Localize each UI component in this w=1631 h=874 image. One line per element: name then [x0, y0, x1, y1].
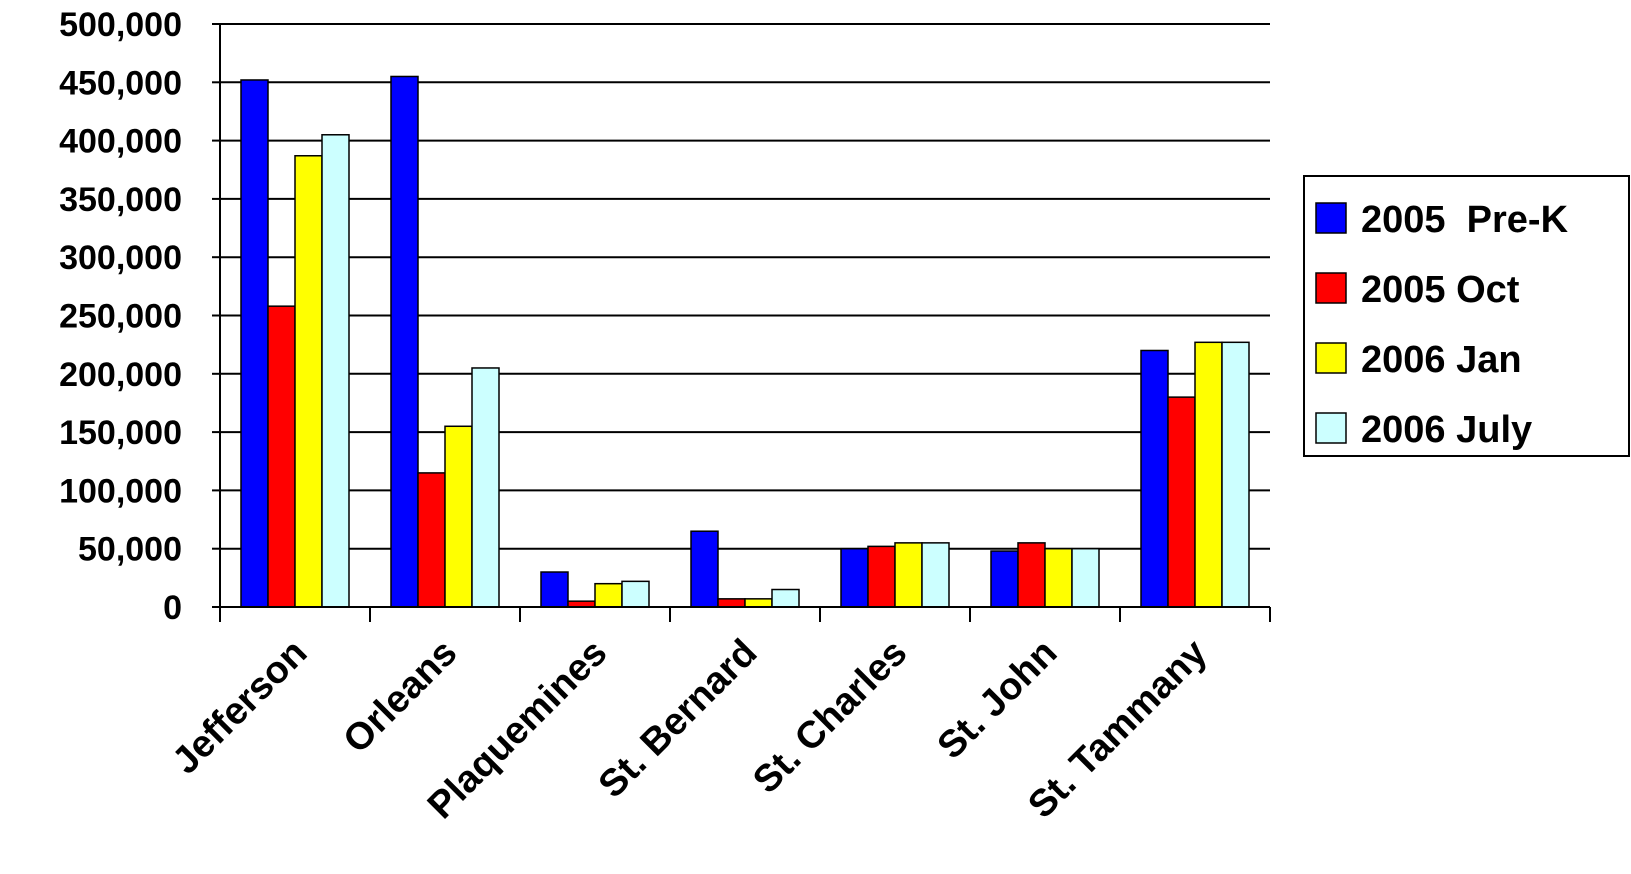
bar [1140, 349, 1169, 608]
legend-swatch [1315, 412, 1347, 444]
bar [621, 580, 650, 608]
bar [390, 75, 419, 608]
bar [240, 79, 269, 608]
bar [267, 305, 296, 608]
y-tick-label: 150,000 [59, 414, 182, 452]
bar [1194, 341, 1223, 608]
bar [1044, 547, 1073, 608]
bar [840, 547, 869, 608]
legend-label: 2006 Jan [1361, 339, 1522, 381]
y-tick-label: 200,000 [59, 356, 182, 394]
y-tick-label: 350,000 [59, 181, 182, 219]
bar [867, 545, 896, 608]
bar [1167, 396, 1196, 608]
y-tick-label: 500,000 [59, 6, 182, 44]
bar [921, 542, 950, 608]
bar [1221, 341, 1250, 608]
legend-label: 2006 July [1361, 409, 1532, 451]
y-tick-label: 50,000 [78, 531, 182, 569]
x-category-label: Jefferson [165, 632, 316, 783]
x-category-label: St. John [930, 632, 1066, 768]
bar [321, 134, 350, 608]
bar [990, 550, 1019, 608]
bar [294, 155, 323, 608]
axes [219, 24, 1271, 622]
y-axis-tick-labels: 0 50,000 100,000 150,000 200,000 250,000 300,0… [59, 6, 182, 627]
legend-label: 2005 Oct [1361, 269, 1520, 311]
x-category-label: Orleans [336, 632, 466, 762]
legend: 2005 Pre-K 2005 Oct 2006 Jan 2006 July [1303, 175, 1630, 457]
bar [690, 530, 719, 608]
legend-box [1303, 175, 1630, 457]
bar [540, 571, 569, 608]
bar [1017, 542, 1046, 608]
bars [240, 75, 1250, 608]
bar [771, 588, 800, 608]
bar [594, 582, 623, 608]
bar [1071, 547, 1100, 608]
y-tick-label: 400,000 [59, 123, 182, 161]
bar [717, 598, 746, 608]
bar [744, 598, 773, 608]
y-tick-label: 300,000 [59, 239, 182, 277]
legend-swatch [1315, 342, 1347, 374]
y-tick-label: 0 [163, 589, 182, 627]
y-tick-label: 250,000 [59, 298, 182, 336]
gridlines [212, 23, 1270, 608]
bar [417, 472, 446, 608]
legend-swatch [1315, 202, 1347, 234]
bar [471, 367, 500, 608]
legend-label: 2005 Pre-K [1361, 199, 1569, 241]
y-tick-label: 100,000 [59, 472, 182, 510]
bar [894, 542, 923, 608]
bar [444, 425, 473, 608]
legend-swatch [1315, 272, 1347, 304]
y-tick-label: 450,000 [59, 64, 182, 102]
x-category-label: St. Charles [745, 632, 915, 802]
x-category-label: St. Bernard [591, 632, 766, 807]
